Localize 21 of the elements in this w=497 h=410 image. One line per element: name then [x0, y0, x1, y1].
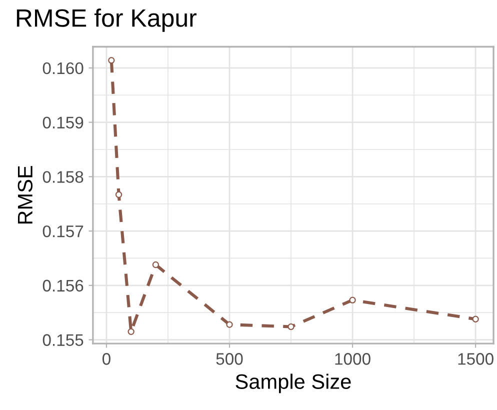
- x-tick-label: 1000: [335, 353, 370, 365]
- y-tick-label: 0.159: [42, 116, 84, 129]
- x-tick-label: 0: [102, 353, 110, 365]
- y-tick-label: 0.156: [42, 280, 84, 292]
- x-tick-label: 500: [216, 353, 243, 365]
- y-tick-label: 0.155: [42, 334, 84, 346]
- point: [349, 296, 356, 304]
- point: [152, 261, 160, 268]
- point: [128, 328, 134, 335]
- y-tick-label: 0.157: [42, 225, 84, 238]
- x-tick-label: 1500: [458, 353, 494, 365]
- point: [472, 316, 479, 322]
- chart-title: RMSE for Kapur: [16, 8, 196, 32]
- point: [115, 191, 122, 198]
- point: [108, 57, 115, 64]
- y-axis-title: RMSE: [18, 166, 33, 224]
- y-tick-label: 0.158: [42, 171, 84, 183]
- x-axis-title: Sample Size: [236, 374, 351, 394]
- y-tick-label: 0.160: [42, 62, 84, 74]
- point: [288, 323, 294, 330]
- point: [226, 321, 233, 328]
